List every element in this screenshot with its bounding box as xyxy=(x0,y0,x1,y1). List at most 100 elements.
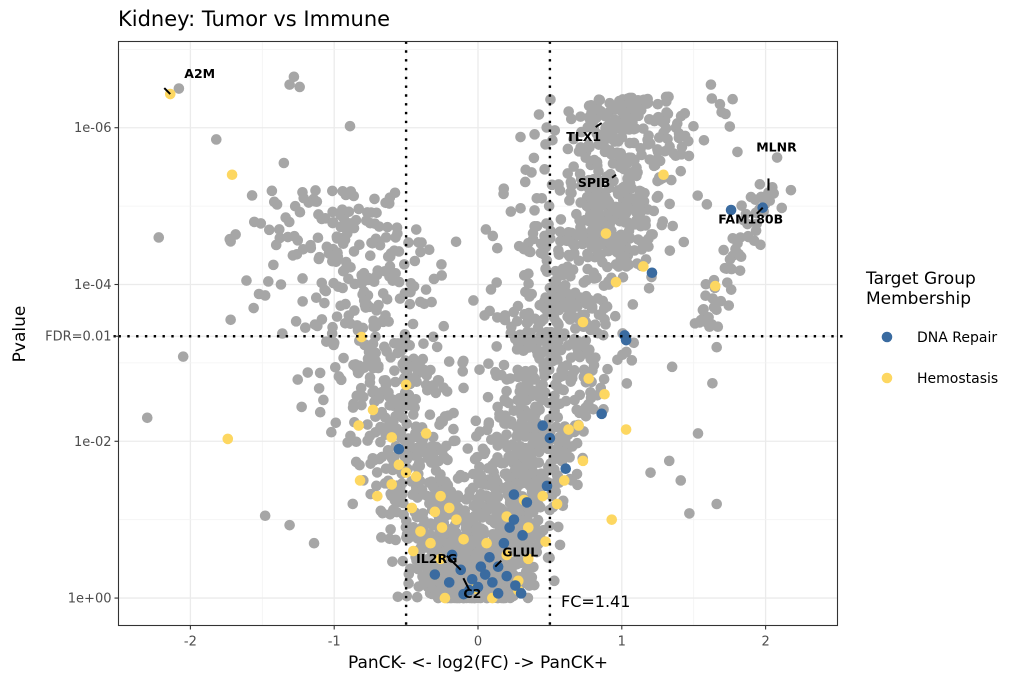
gene-point xyxy=(418,338,429,349)
gene-point xyxy=(631,203,642,214)
gene-point xyxy=(309,319,321,330)
gene-point xyxy=(397,555,409,567)
hemostasis-point xyxy=(406,502,418,514)
gene-point xyxy=(404,563,416,575)
gene-point xyxy=(602,363,613,375)
hemostasis-point xyxy=(523,553,534,565)
gene-point xyxy=(422,452,433,464)
gene-point xyxy=(675,475,687,486)
y-tick-label: 1e-04 xyxy=(74,278,112,293)
gene-point xyxy=(533,109,545,120)
gene-point xyxy=(523,278,534,289)
gene-point xyxy=(653,111,664,123)
gene-point xyxy=(362,435,373,446)
gene-point xyxy=(584,344,595,356)
gene-point xyxy=(540,263,551,275)
gene-point xyxy=(569,394,580,406)
gene-point xyxy=(350,359,361,370)
label-leader-line xyxy=(756,206,764,215)
gene-point xyxy=(448,407,459,419)
hemostasis-point xyxy=(353,420,364,431)
gene-point xyxy=(732,146,743,158)
gene-point xyxy=(539,164,550,175)
dna-repair-point xyxy=(521,497,533,508)
legend-title-line-1: Target Group xyxy=(865,269,976,289)
gene-point xyxy=(510,333,521,345)
hemostasis-point xyxy=(600,228,612,239)
gene-point xyxy=(390,376,401,388)
gene-point xyxy=(644,114,655,125)
gene-point xyxy=(353,367,364,379)
y-tick-label: 1e+00 xyxy=(68,592,112,607)
gene-labels: A2M TLX1 SPIB MLNR FAM180B IL2RG C2 GLUL xyxy=(163,66,797,601)
gene-point xyxy=(621,346,632,358)
gene-point xyxy=(615,241,626,253)
hemostasis-point xyxy=(458,533,469,545)
gene-point xyxy=(335,300,346,312)
dna-repair-point xyxy=(501,570,513,582)
gene-point xyxy=(727,93,738,105)
gene-point xyxy=(284,519,295,531)
gene-point xyxy=(684,508,695,519)
gene-point xyxy=(565,176,577,188)
hemostasis-point xyxy=(425,537,436,549)
gene-point xyxy=(414,460,426,472)
gene-point xyxy=(376,406,388,418)
y-axis-title: Pvalue xyxy=(10,306,30,363)
gene-point xyxy=(443,356,455,367)
hemostasis-point xyxy=(415,526,426,537)
gene-point xyxy=(438,320,450,332)
y-tick-label: FDR=0.01 xyxy=(45,330,111,345)
gene-point xyxy=(501,418,512,430)
dna-repair-point xyxy=(393,443,405,455)
gene-point xyxy=(558,301,570,313)
gene-point xyxy=(643,283,655,294)
gene-point xyxy=(742,218,753,230)
gene-point xyxy=(697,304,709,316)
gene-point xyxy=(525,479,537,491)
gene-point xyxy=(335,221,347,233)
gene-point xyxy=(373,360,384,372)
gene-point xyxy=(586,301,598,313)
gene-point xyxy=(275,279,287,290)
gene-point xyxy=(722,277,733,288)
gene-point xyxy=(327,185,338,197)
gene-point xyxy=(705,79,717,90)
gene-point xyxy=(471,493,483,505)
gene-point xyxy=(441,386,453,397)
gene-point xyxy=(552,344,563,356)
dna-repair-point xyxy=(492,561,504,573)
gene-point xyxy=(645,467,656,478)
x-tick-label: 0 xyxy=(474,635,482,650)
gene-point xyxy=(330,417,342,429)
gene-point xyxy=(723,300,735,311)
hemostasis-point xyxy=(222,433,234,445)
gene-point xyxy=(344,120,356,132)
gene-point xyxy=(271,199,283,210)
gene-point xyxy=(411,591,423,603)
gene-point xyxy=(536,192,548,204)
gene-point xyxy=(474,364,485,375)
gene-point xyxy=(312,232,324,244)
gene-point xyxy=(423,477,435,488)
gene-point xyxy=(526,167,537,178)
gene-point xyxy=(401,515,412,527)
gene-point xyxy=(591,179,603,191)
gene-point xyxy=(524,291,535,302)
gene-point xyxy=(409,255,421,267)
gene-point xyxy=(656,219,668,231)
hemostasis-point xyxy=(638,261,649,272)
hemostasis-point xyxy=(354,475,366,486)
gene-point xyxy=(593,166,604,177)
gene-point xyxy=(583,399,594,410)
gene-point xyxy=(328,337,340,349)
gene-point xyxy=(617,187,628,198)
gene-point xyxy=(599,146,611,158)
gene-point xyxy=(491,277,502,288)
gene-point xyxy=(692,190,703,201)
gene-point xyxy=(552,521,564,533)
x-tick-label: 1 xyxy=(618,635,626,650)
gene-point xyxy=(351,320,363,331)
hemostasis-point xyxy=(443,502,455,514)
